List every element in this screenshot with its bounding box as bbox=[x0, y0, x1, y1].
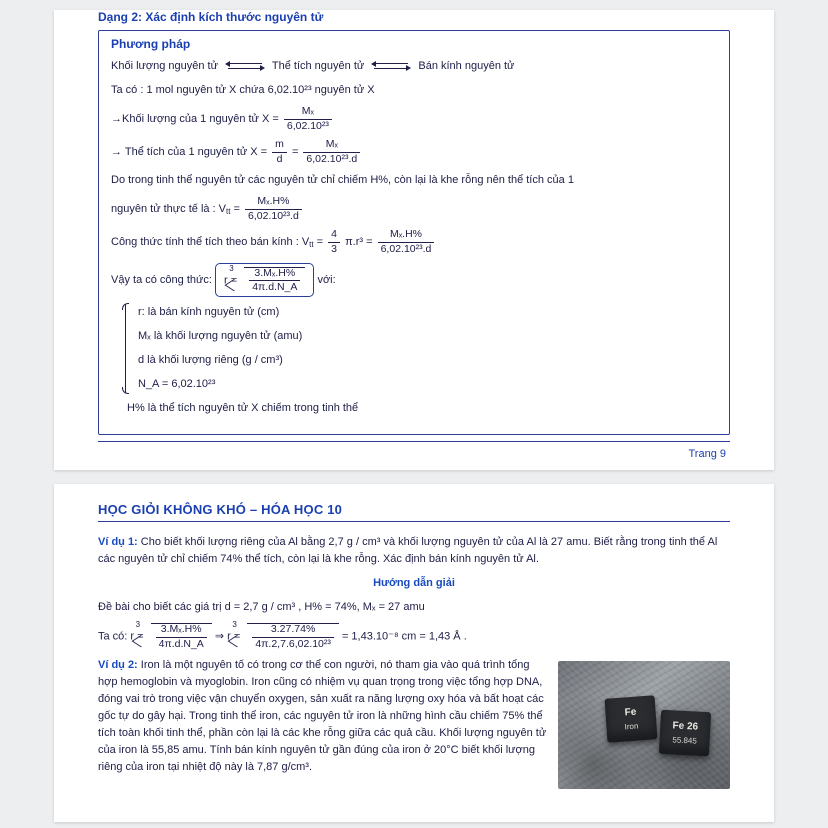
text: →Khối lượng của 1 nguyên tử X = bbox=[111, 113, 279, 125]
solution-heading: Hướng dẫn giải bbox=[98, 575, 730, 592]
definitions-brace: r: là bán kính nguyên tử (cm) Mₓ là khối… bbox=[125, 304, 717, 393]
fraction: Mₓ 6,02.10²³.d bbox=[303, 139, 360, 165]
text: Vậy ta có công thức: bbox=[111, 273, 212, 285]
definition-item: Mₓ là khối lượng nguyên tử (amu) bbox=[138, 328, 717, 345]
double-arrow-icon bbox=[225, 62, 265, 70]
relation-line: Khối lượng nguyên tử Thể tích nguyên tử … bbox=[111, 58, 717, 75]
page-2: HỌC GIỎI KHÔNG KHÓ – HÓA HỌC 10 Ví dụ 1:… bbox=[54, 484, 774, 822]
cube-root: 3 3.27.74% 4π.2,7.6,02.10²³ bbox=[243, 623, 339, 650]
text: Bán kính nguyên tử bbox=[418, 60, 514, 72]
formula-line: →Khối lượng của 1 nguyên tử X = Mₓ 6,02.… bbox=[111, 106, 717, 132]
given-values: Đề bài cho biết các giá trị d = 2,7 g / … bbox=[98, 599, 730, 616]
example-text: Iron là một nguyên tố có trong cơ thể co… bbox=[98, 659, 546, 773]
formula-line: nguyên tử thực tế là : Vtt = Mₓ.H% 6,02.… bbox=[111, 196, 717, 222]
definition-item: r: là bán kính nguyên tử (cm) bbox=[138, 304, 717, 321]
definition-item: d là khối lượng riêng (g / cm³) bbox=[138, 352, 717, 369]
formula-line: Công thức tính thể tích theo bán kính : … bbox=[111, 229, 717, 255]
formula-line: → Thể tích của 1 nguyên tử X = m d = Mₓ … bbox=[111, 139, 717, 165]
iron-photo: Fe Iron Fe 26 55.845 bbox=[558, 661, 730, 789]
highlighted-formula: r = 3 3.Mₓ.H% 4π.d.N_A bbox=[215, 263, 314, 297]
equals: = bbox=[292, 146, 301, 158]
fraction: 4 3 bbox=[328, 229, 340, 255]
calculation-line: Ta có: r = 3 3.Mₓ.H% 4π.d.N_A ⇒ r = 3 bbox=[98, 623, 730, 650]
text: → Thể tích của 1 nguyên tử X = bbox=[111, 146, 267, 158]
method-box: Phương pháp Khối lượng nguyên tử Thể tíc… bbox=[98, 30, 730, 435]
equals: = bbox=[234, 203, 243, 215]
definition-item: N_A = 6,02.10²³ bbox=[138, 376, 717, 393]
cube-root: 3 3.Mₓ.H% 4π.d.N_A bbox=[147, 623, 212, 650]
fraction: Mₓ 6,02.10²³ bbox=[284, 106, 332, 132]
text: nguyên tử thực tế là : V bbox=[111, 203, 226, 215]
text: Công thức tính thể tích theo bán kính : … bbox=[111, 236, 309, 248]
double-arrow-icon bbox=[371, 62, 411, 70]
text: với: bbox=[317, 273, 335, 285]
text: π.r³ bbox=[345, 236, 363, 248]
example-2: Ví dụ 2: Fe Iron Fe 26 55.845 Iron là mộ… bbox=[98, 657, 730, 795]
section-title: Dạng 2: Xác định kích thước nguyên tử bbox=[98, 10, 730, 24]
text: Khối lượng nguyên tử bbox=[111, 60, 218, 72]
method-box-title: Phương pháp bbox=[111, 37, 717, 51]
fraction: 3.Mₓ.H% 4π.d.N_A bbox=[249, 268, 300, 294]
text-line: Ta có : 1 mol nguyên tử X chứa 6,02.10²³… bbox=[111, 82, 717, 99]
fraction: Mₓ.H% 6,02.10²³.d bbox=[378, 229, 435, 255]
viewport: Dạng 2: Xác định kích thước nguyên tử Ph… bbox=[0, 0, 828, 828]
example-label: Ví dụ 1: bbox=[98, 536, 138, 548]
example-1: Ví dụ 1: Cho biết khối lượng riêng của A… bbox=[98, 534, 730, 568]
fraction: m d bbox=[272, 139, 287, 165]
example-text: Cho biết khối lượng riêng của Al bằng 2,… bbox=[98, 536, 717, 565]
cube-root: 3 3.Mₓ.H% 4π.d.N_A bbox=[240, 267, 305, 294]
page-number: Trang 9 bbox=[54, 442, 774, 464]
text: Thể tích nguyên tử bbox=[272, 60, 364, 72]
page-1: Dạng 2: Xác định kích thước nguyên tử Ph… bbox=[54, 10, 774, 470]
text-line: Do trong tinh thể nguyên tử các nguyên t… bbox=[111, 172, 717, 189]
fraction: Mₓ.H% 6,02.10²³.d bbox=[245, 196, 302, 222]
fraction: 3.27.74% 4π.2,7.6,02.10²³ bbox=[252, 624, 334, 650]
equals: = bbox=[366, 236, 375, 248]
book-title: HỌC GIỎI KHÔNG KHÓ – HÓA HỌC 10 bbox=[98, 484, 730, 522]
fraction: 3.Mₓ.H% 4π.d.N_A bbox=[156, 624, 207, 650]
equals: = bbox=[317, 236, 326, 248]
text: = 1,43.10⁻⁸ cm = 1,43 Å . bbox=[342, 630, 467, 642]
example-label: Ví dụ 2: bbox=[98, 659, 138, 671]
formula-boxed-line: Vậy ta có công thức: r = 3 3.Mₓ.H% 4π.d.… bbox=[111, 263, 717, 297]
element-cube: Fe 26 55.845 bbox=[659, 710, 711, 757]
element-cube: Fe Iron bbox=[605, 695, 658, 742]
definition-item: H% là thể tích nguyên tử X chiếm trong t… bbox=[127, 400, 717, 417]
